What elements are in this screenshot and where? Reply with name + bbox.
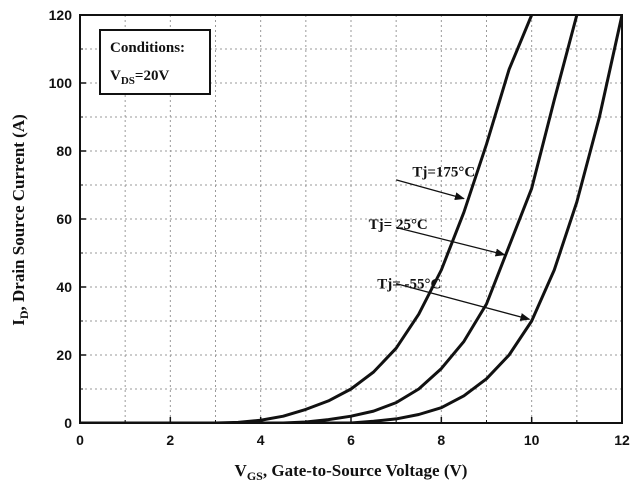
annotation-label-3: Tj= -55°C (377, 277, 441, 293)
y-axis-title-sub: D (17, 310, 31, 319)
x-tick-label: 8 (437, 432, 445, 448)
conditions-vds-value: =20V (135, 68, 170, 84)
y-tick-label: 80 (56, 143, 72, 159)
y-axis-title-rest: , Drain Source Current (A) (9, 114, 28, 310)
series-curves (80, 15, 622, 423)
x-axis-title-rest: , Gate-to-Source Voltage (V) (263, 461, 468, 480)
axis-ticks (79, 14, 623, 424)
x-axis-title-main: V (235, 461, 248, 480)
y-tick-label: 120 (49, 7, 73, 23)
series-line-2 (80, 15, 579, 423)
x-tick-label: 0 (76, 432, 84, 448)
x-axis-title-sub: GS (247, 469, 263, 483)
y-axis-title-main: I (9, 319, 28, 326)
annotations: Tj=175°C Tj= 25°C Tj= -55°C (369, 165, 531, 321)
annotation-label-1: Tj=175°C (412, 165, 475, 181)
x-tick-label: 6 (347, 432, 355, 448)
x-tick-label: 12 (614, 432, 630, 448)
annotation-arrow-1 (395, 179, 465, 201)
y-tick-label: 0 (64, 415, 72, 431)
y-tick-label: 40 (56, 279, 72, 295)
annotation-arrow-2 (396, 226, 506, 257)
conditions-box: Conditions: VDS=20V (99, 29, 211, 95)
y-tick-labels: 0 20 40 60 80 100 120 (49, 7, 73, 431)
x-tick-label: 2 (166, 432, 174, 448)
x-axis-title: VGS, Gate-to-Source Voltage (V) (235, 461, 468, 483)
series-line-3 (80, 15, 622, 423)
x-tick-label: 10 (524, 432, 540, 448)
annotation-arrow-3 (395, 282, 531, 321)
conditions-title: Conditions: (110, 40, 185, 56)
conditions-vds-main: V (110, 68, 121, 84)
y-axis-title: ID, Drain Source Current (A) (9, 114, 31, 326)
y-tick-label: 20 (56, 347, 72, 363)
series-line-1 (80, 15, 534, 423)
annotation-label-2: Tj= 25°C (369, 217, 428, 233)
y-tick-label: 60 (56, 211, 72, 227)
conditions-vds: VDS=20V (110, 68, 169, 87)
conditions-vds-sub: DS (121, 75, 135, 87)
x-tick-labels: 0 2 4 6 8 10 12 (76, 432, 630, 448)
x-tick-label: 4 (257, 432, 265, 448)
y-tick-label: 100 (49, 75, 73, 91)
